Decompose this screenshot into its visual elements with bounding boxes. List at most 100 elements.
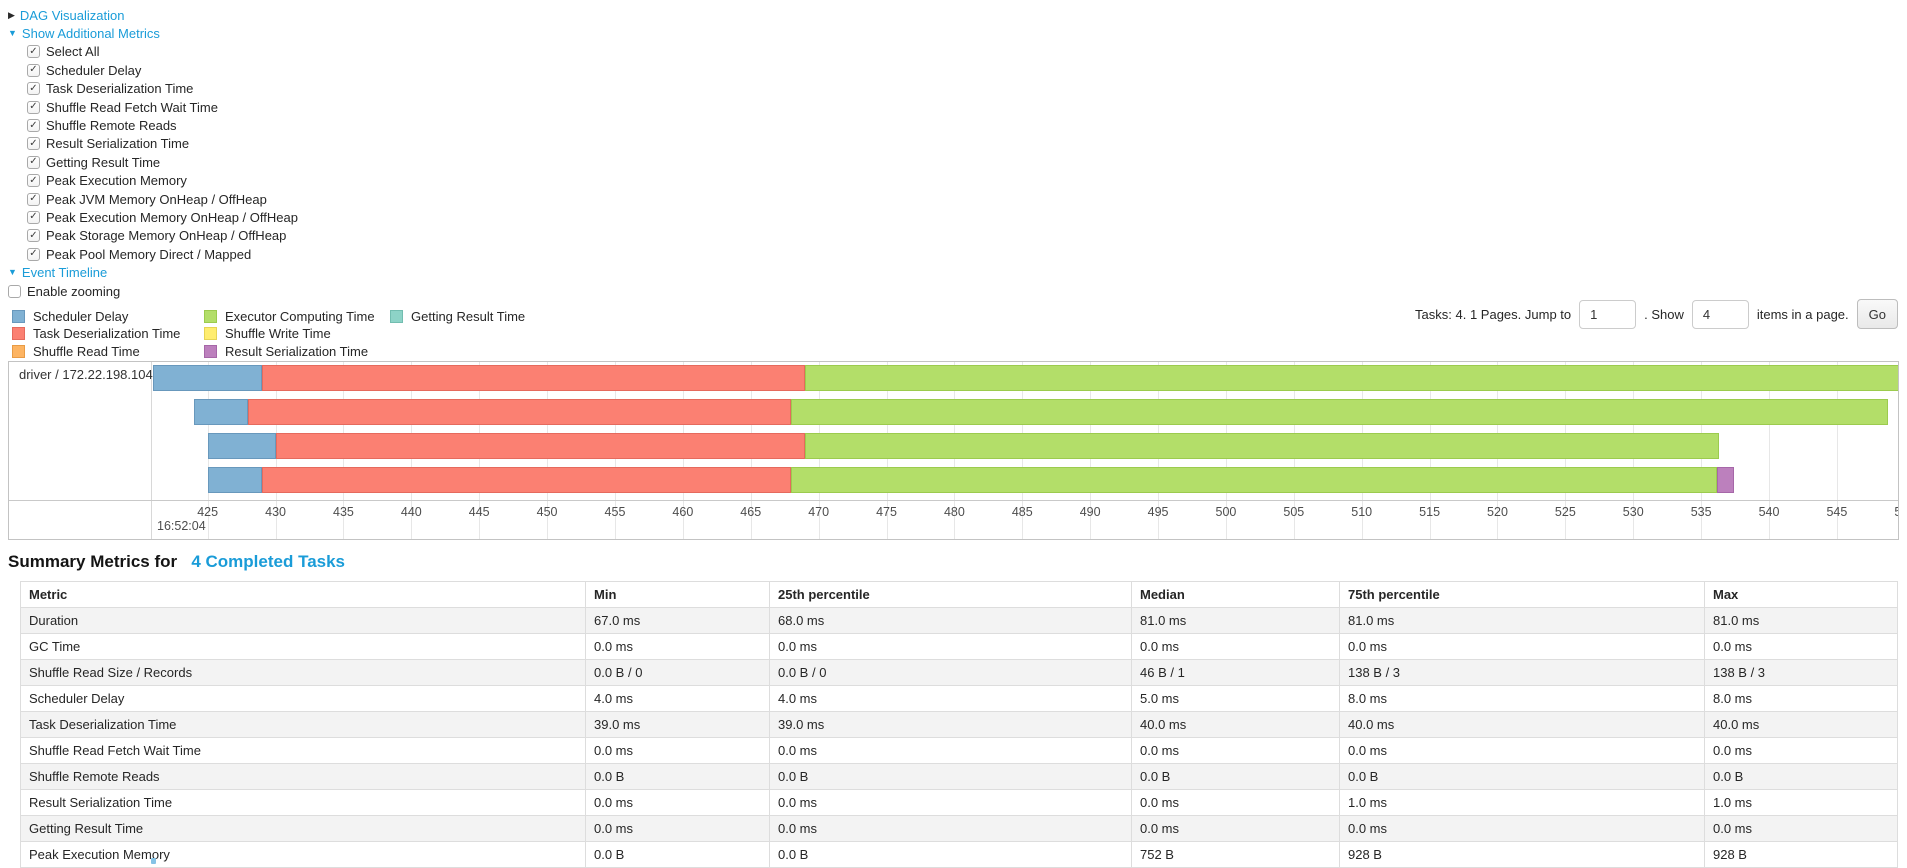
show-additional-metrics-link[interactable]: Show Additional Metrics	[21, 26, 160, 42]
task-bar-segment[interactable]	[805, 433, 1719, 460]
metric-checkbox-label: Peak Pool Memory Direct / Mapped	[46, 246, 252, 262]
metric-checkbox[interactable]: ✓	[27, 155, 40, 169]
metric-value-cell: 5.0 ms	[1131, 685, 1340, 713]
enable-zooming-row[interactable]: Enable zooming	[8, 282, 1899, 300]
task-bar-segment[interactable]	[194, 399, 249, 426]
task-bar-segment[interactable]	[791, 399, 1889, 426]
metric-checkbox-row[interactable]: ✓ Select All	[27, 43, 1899, 61]
legend-label: Shuffle Read Time	[33, 343, 140, 359]
task-pagination: Tasks: 4. 1 Pages. Jump to . Show items …	[1415, 299, 1898, 330]
axis-tick-label: 475	[876, 505, 897, 520]
task-bar-segment[interactable]	[275, 433, 806, 460]
items-per-page-input[interactable]	[1691, 299, 1749, 329]
table-column-header: Max	[1704, 581, 1898, 609]
metric-checkbox[interactable]: ✓	[27, 119, 40, 133]
pagination-summary-text: Tasks: 4. 1 Pages. Jump to	[1415, 306, 1572, 322]
task-bar-segment[interactable]	[248, 399, 792, 426]
metric-value-cell: 0.0 B / 0	[769, 659, 1132, 687]
metric-value-cell: 39.0 ms	[769, 711, 1132, 739]
task-bar-segment[interactable]	[153, 365, 262, 392]
metric-checkbox-row[interactable]: ✓ Peak Pool Memory Direct / Mapped	[27, 245, 1899, 263]
legend-label: Task Deserialization Time	[33, 326, 181, 341]
legend-label: Executor Computing Time	[225, 308, 375, 324]
task-bar-segment[interactable]	[207, 467, 262, 494]
metric-value-cell: 0.0 B / 0	[585, 659, 770, 687]
metric-value-cell: 39.0 ms	[585, 711, 770, 739]
table-row: Peak Execution Memory 0.0 B 0.0 B 752 B 928 …	[20, 841, 1898, 868]
metric-checkbox-row[interactable]: ✓ Peak Execution Memory	[27, 172, 1899, 190]
table-row: Getting Result Time 0.0 ms 0.0 ms 0.0 ms 0.0…	[20, 815, 1898, 843]
metric-checkbox[interactable]: ✓	[27, 82, 40, 96]
metric-checkbox[interactable]: ✓	[27, 210, 40, 224]
metric-name-cell: Getting Result Time	[20, 815, 586, 843]
metric-checkbox-row[interactable]: ✓ Task Deserialization Time	[27, 80, 1899, 98]
axis-tick-label: 545	[1826, 505, 1848, 520]
metric-value-cell: 0.0 B	[1339, 763, 1705, 791]
metric-checkbox-row[interactable]: ✓ Scheduler Delay	[27, 61, 1899, 79]
task-bar-segment[interactable]	[791, 467, 1718, 494]
metric-value-cell: 928 B	[1339, 841, 1705, 868]
metric-checkbox[interactable]: ✓	[27, 63, 40, 77]
dag-visualization-toggle[interactable]: ▶ DAG Visualization	[8, 6, 1899, 24]
metric-checkbox[interactable]: ✓	[27, 100, 40, 114]
metric-value-cell: 8.0 ms	[1339, 685, 1705, 713]
metric-value-cell: 0.0 ms	[1131, 737, 1340, 765]
metric-value-cell: 0.0 B	[769, 763, 1132, 791]
metric-checkbox-row[interactable]: ✓ Peak JVM Memory OnHeap / OffHeap	[27, 190, 1899, 208]
show-additional-metrics-toggle[interactable]: ▼ Show Additional Metrics	[8, 24, 1899, 42]
dag-visualization-link[interactable]: DAG Visualization	[19, 7, 125, 23]
task-bar-segment[interactable]	[805, 365, 1898, 392]
gridline	[1836, 362, 1838, 540]
metric-checkbox-row[interactable]: ✓ Result Serialization Time	[27, 135, 1899, 153]
table-row: GC Time 0.0 ms 0.0 ms 0.0 ms 0.0 ms 0.0 ms	[20, 633, 1898, 661]
metric-checkbox[interactable]: ✓	[27, 192, 40, 206]
table-header-row: Metric Min 25th percentile Median 75th perce…	[20, 581, 1898, 609]
metric-checkbox[interactable]: ✓	[27, 247, 40, 261]
metric-checkbox-row[interactable]: ✓ Peak Storage Memory OnHeap / OffHeap	[27, 227, 1899, 245]
table-column-header: Metric	[20, 581, 586, 609]
metric-checkbox[interactable]: ✓	[27, 174, 40, 188]
metric-value-cell: 0.0 B	[1704, 763, 1898, 791]
legend-band: Scheduler Delay Task Deserialization Time…	[8, 299, 1899, 359]
table-row: Shuffle Remote Reads 0.0 B 0.0 B 0.0 B 0.0 B…	[20, 763, 1898, 791]
metric-checkbox-row[interactable]: ✓ Shuffle Remote Reads	[27, 116, 1899, 134]
axis-major-time-label: 16:52:04	[157, 519, 206, 534]
summary-title-prefix: Summary Metrics for	[8, 552, 178, 572]
metric-checkbox-label: Peak JVM Memory OnHeap / OffHeap	[46, 191, 267, 207]
axis-tick-label: 485	[1011, 505, 1033, 520]
enable-zooming-checkbox[interactable]	[8, 284, 21, 298]
event-timeline-link[interactable]: Event Timeline	[21, 265, 108, 281]
metric-name-cell: Duration	[20, 607, 586, 635]
completed-tasks-link[interactable]: 4 Completed Tasks	[191, 552, 346, 572]
jump-to-page-input[interactable]	[1579, 299, 1637, 329]
metric-checkbox-row[interactable]: ✓ Getting Result Time	[27, 153, 1899, 171]
metric-checkbox-row[interactable]: ✓ Peak Execution Memory OnHeap / OffHeap	[27, 208, 1899, 226]
metric-checkbox[interactable]: ✓	[27, 229, 40, 243]
metric-name-cell: Shuffle Read Size / Records	[20, 659, 586, 687]
task-bar-segment[interactable]	[207, 433, 276, 460]
metric-value-cell: 40.0 ms	[1704, 711, 1898, 739]
table-row: Result Serialization Time 0.0 ms 0.0 ms 0.0…	[20, 789, 1898, 817]
event-timeline-toggle[interactable]: ▼ Event Timeline	[8, 263, 1899, 281]
pagination-suffix-text: items in a page.	[1756, 306, 1849, 322]
task-bar-segment[interactable]	[261, 365, 806, 392]
go-button[interactable]: Go	[1856, 299, 1898, 330]
cutoff-element-below-fold	[151, 858, 156, 864]
axis-tick-label: 550	[1894, 505, 1898, 520]
metric-value-cell: 1.0 ms	[1339, 789, 1705, 817]
metric-checkbox[interactable]: ✓	[27, 45, 40, 59]
metric-name-cell: Scheduler Delay	[20, 685, 586, 713]
axis-separator-line	[9, 500, 1898, 502]
metric-value-cell: 0.0 ms	[1704, 815, 1898, 843]
axis-tick-label: 525	[1554, 505, 1576, 520]
metric-value-cell: 0.0 ms	[585, 737, 770, 765]
metric-name-cell: Shuffle Read Fetch Wait Time	[20, 737, 586, 765]
enable-zooming-label: Enable zooming	[27, 283, 121, 299]
metric-checkbox-row[interactable]: ✓ Shuffle Read Fetch Wait Time	[27, 98, 1899, 116]
axis-tick-label: 480	[943, 505, 965, 520]
task-bar-segment[interactable]	[261, 467, 792, 494]
task-bar-segment[interactable]	[1717, 467, 1734, 494]
metric-value-cell: 0.0 ms	[769, 815, 1132, 843]
arrow-closed-icon: ▶	[8, 9, 15, 20]
metric-checkbox[interactable]: ✓	[27, 137, 40, 151]
